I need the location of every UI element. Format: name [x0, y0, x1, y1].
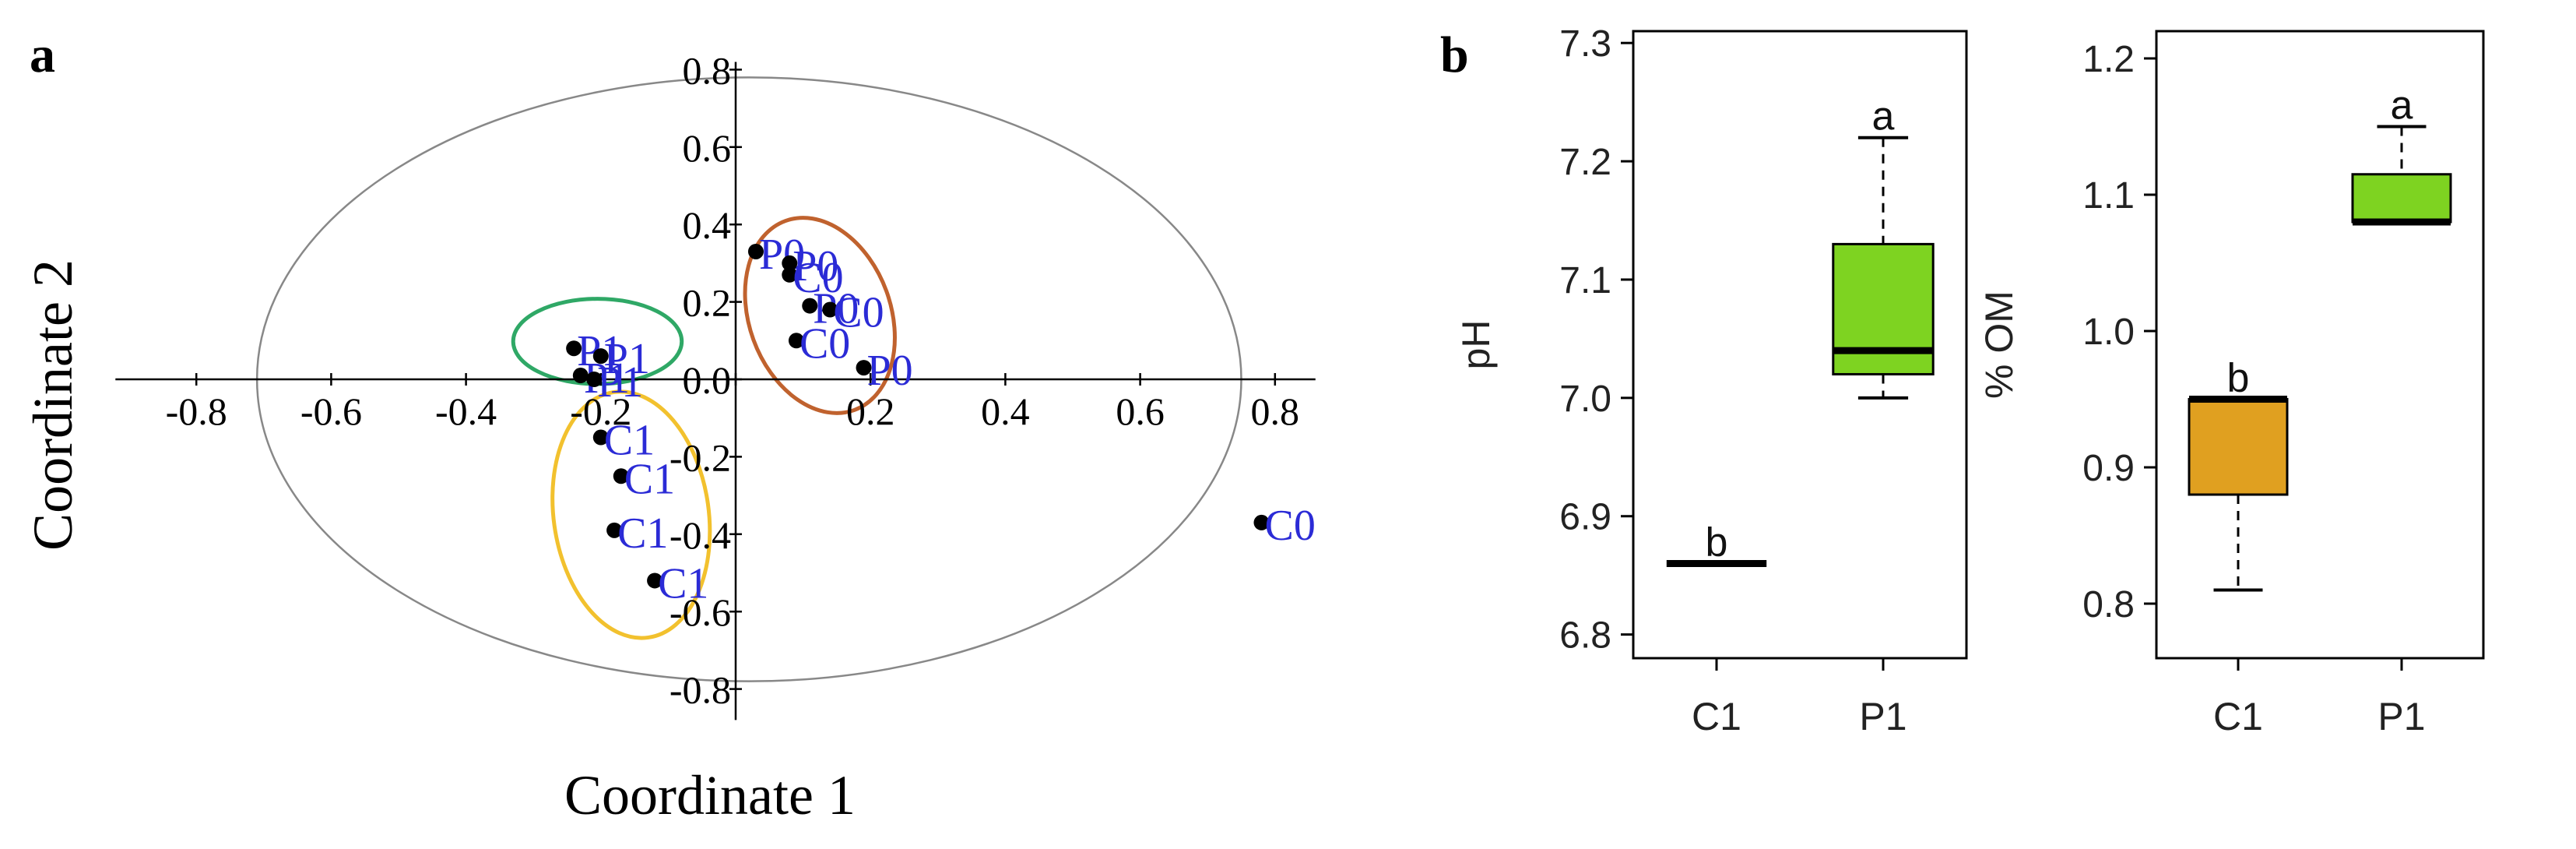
- point-label: C1: [624, 455, 675, 503]
- x-tick-label: -0.4: [435, 389, 497, 433]
- point-label: P1: [604, 335, 650, 383]
- x-tick-label: -0.8: [166, 389, 227, 433]
- cluster-ellipse-p0-c0: [743, 216, 897, 415]
- significance-letter: a: [2391, 83, 2413, 129]
- x-tick-label: -0.2: [570, 389, 631, 433]
- y-tick-label: 6.8: [1559, 615, 1611, 657]
- pcoa-plot: -0.8 -0.8 -0.6 -0.6 -0.4 -0.4 -0.2 -0.2 0.0 0.2 0.…: [22, 48, 1316, 826]
- significance-letter: a: [1872, 94, 1895, 139]
- x-tick-label: 0.8: [1251, 389, 1300, 433]
- point-label: C0: [800, 319, 850, 368]
- y-tick-label: 6.9: [1559, 497, 1611, 538]
- cluster-ellipse-c1: [550, 389, 712, 640]
- point-label: P0: [867, 347, 913, 395]
- y-tick-label: 0.8: [2082, 584, 2135, 625]
- x-tick-label: 0.6: [1116, 389, 1165, 433]
- y-tick-label: 0.2: [683, 281, 732, 325]
- point-label: P1: [597, 358, 643, 407]
- plot-frame: [1632, 30, 1968, 660]
- data-point: [856, 360, 872, 376]
- x-tick-label: P1: [1859, 695, 1907, 738]
- boxplot-ph: 6.8 6.9 7.0 7.1 7.2 7.3 pH C1 b P1 a: [1454, 23, 1968, 738]
- y-tick-label: 1.2: [2082, 39, 2135, 80]
- data-point: [788, 333, 804, 349]
- y-tick-label: 0.8: [683, 48, 732, 92]
- data-point: [592, 348, 609, 365]
- y-tick-label: 1.1: [2082, 175, 2135, 217]
- box-iqr: [1832, 242, 1935, 375]
- panel-b-label: b: [1440, 26, 1469, 83]
- data-point: [592, 429, 609, 446]
- data-point: [566, 340, 582, 357]
- significance-letter: b: [1706, 520, 1728, 565]
- x-tick-label: C1: [1692, 695, 1741, 738]
- point-label: P0: [759, 231, 805, 279]
- y-tick-label: -0.4: [669, 513, 731, 557]
- x-axis-title: Coordinate 1: [564, 764, 856, 826]
- point-label: C0: [1264, 502, 1315, 550]
- point-label: C1: [658, 559, 708, 608]
- data-point: [822, 301, 838, 318]
- data-point: [586, 372, 603, 387]
- data-point: [572, 368, 589, 384]
- data-point: [613, 468, 629, 484]
- point-label: C0: [833, 289, 884, 337]
- panel-a-label: a: [30, 26, 55, 83]
- significance-letter: b: [2227, 356, 2250, 401]
- data-point: [782, 255, 798, 271]
- y-tick-label: 0.4: [683, 203, 732, 247]
- y-tick-label: -0.6: [669, 590, 731, 634]
- x-tick-label: -0.6: [300, 389, 362, 433]
- x-tick-label: C1: [2213, 695, 2263, 738]
- y-tick-label: -0.2: [669, 435, 731, 479]
- y-tick-label: 1.0: [2082, 312, 2135, 353]
- data-point: [1253, 514, 1270, 530]
- point-label: C1: [617, 509, 668, 558]
- plot-frame: [2155, 30, 2485, 660]
- point-label: P0: [792, 242, 838, 291]
- y-axis-title: % OM: [1977, 291, 2021, 399]
- y-tick-label: 7.3: [1559, 23, 1611, 65]
- data-point: [747, 243, 764, 259]
- y-axis-title: Coordinate 2: [22, 259, 84, 551]
- y-tick-label: 7.2: [1559, 142, 1611, 183]
- point-label: C0: [792, 254, 843, 302]
- data-points: P0P0C0P0C0C0P0P1P1P1P1C1C1C1C1C0: [566, 231, 1316, 608]
- axis-ticks: -0.8 -0.8 -0.6 -0.6 -0.4 -0.4 -0.2 -0.2 0.0 0.2 0.…: [166, 48, 1299, 711]
- data-point: [647, 572, 663, 589]
- y-axis-title: pH: [1454, 320, 1498, 370]
- y-tick-label: 0.9: [2082, 448, 2135, 489]
- y-tick-label: 7.1: [1559, 260, 1611, 301]
- y-tick-label: -0.8: [669, 668, 731, 712]
- box-iqr: [2351, 173, 2452, 224]
- point-label: C1: [604, 417, 655, 465]
- y-tick-label: 0.0: [683, 358, 732, 402]
- box-iqr: [2188, 398, 2289, 496]
- y-tick-label: 0.6: [683, 126, 732, 170]
- x-tick-label: P1: [2377, 695, 2425, 738]
- x-tick-label: 0.4: [981, 389, 1030, 433]
- data-point: [606, 522, 623, 538]
- y-tick-label: 7.0: [1559, 379, 1611, 420]
- data-point: [782, 266, 798, 283]
- data-point: [802, 298, 818, 314]
- x-tick-label: 0.2: [846, 389, 895, 433]
- boxplot-om: 0.8 0.9 1.0 1.1 1.2 % OM C1 b P1 a: [1977, 30, 2485, 738]
